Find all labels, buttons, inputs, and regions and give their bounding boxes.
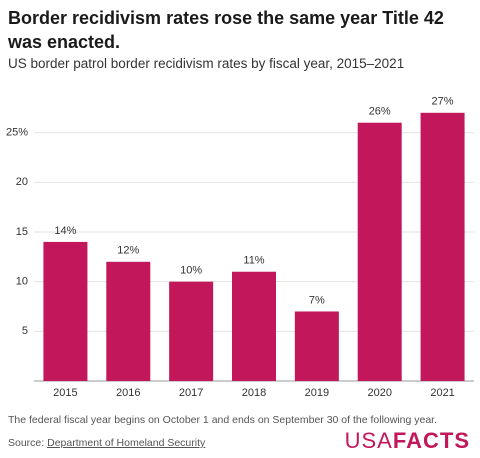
- x-tick-label: 2017: [179, 387, 203, 399]
- y-tick-label: 25%: [6, 127, 28, 139]
- chart: 5 10 15 20 25% 2015 14% 2016 12% 2017 10% 2018 11% 20…: [6, 96, 474, 399]
- source-link[interactable]: Department of Homeland Security: [47, 437, 206, 449]
- x-tick-label: 2016: [116, 387, 140, 399]
- x-tick-label: 2019: [305, 387, 329, 399]
- data-label: 7%: [309, 294, 325, 306]
- bar: [294, 311, 339, 381]
- note: The federal fiscal year begins on Octobe…: [8, 414, 438, 426]
- chart-title: Border recidivism rates rose the same ye…: [8, 8, 444, 52]
- chart-subtitle: US border patrol border recidivism rates…: [8, 56, 405, 71]
- bar: [232, 271, 276, 381]
- x-tick-label: 2018: [242, 387, 266, 399]
- bar: [106, 261, 151, 381]
- data-label: 27%: [432, 96, 454, 108]
- y-tick-label: 10: [16, 276, 28, 288]
- data-label: 11%: [243, 255, 264, 267]
- data-label: 26%: [369, 106, 391, 118]
- source: Source: Department of Homeland Security: [8, 437, 205, 449]
- data-label: 10%: [180, 265, 202, 277]
- y-tick-label: 15: [16, 226, 28, 238]
- bar: [169, 281, 214, 381]
- data-label: 14%: [54, 225, 76, 237]
- x-tick-label: 2015: [53, 387, 77, 399]
- logo-part: USA: [344, 428, 393, 453]
- y-tick-label: 20: [16, 176, 28, 188]
- y-tick-label: 5: [22, 325, 28, 337]
- bar: [43, 241, 88, 381]
- x-tick-label: 2021: [430, 387, 454, 399]
- data-label: 12%: [117, 245, 139, 257]
- bar: [357, 122, 402, 381]
- x-tick-label: 2020: [367, 387, 391, 399]
- logo: USAFACTS: [345, 428, 470, 454]
- bar: [420, 112, 465, 382]
- source-label: Source:: [8, 437, 45, 449]
- logo-part: FACTS: [392, 428, 470, 453]
